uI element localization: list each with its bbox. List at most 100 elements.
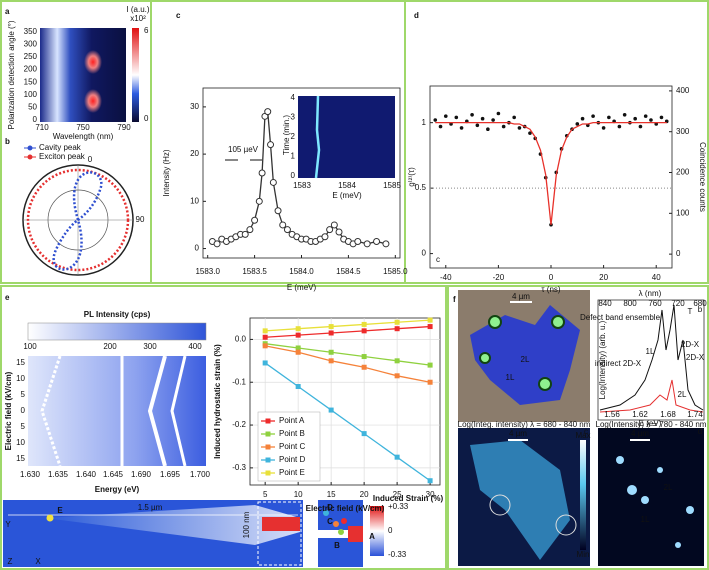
- device-e: [3, 500, 384, 567]
- emitter: [538, 377, 552, 391]
- series-line: [265, 345, 431, 383]
- x-tick-label: 1585.0: [383, 267, 408, 276]
- x-tick-label: -20: [493, 273, 505, 282]
- tick-label: 100: [23, 342, 37, 351]
- tick-label: 710: [35, 123, 49, 132]
- legend-label: Point A: [279, 416, 305, 425]
- y-tick-label: -0.2: [232, 420, 246, 429]
- angle-label: 0: [88, 155, 93, 164]
- marker: [328, 407, 334, 413]
- emitter: [641, 496, 649, 504]
- scale-label: 4 µm: [631, 429, 649, 438]
- y-tick-label: 0: [195, 244, 200, 253]
- annotation: 105 µeV: [228, 145, 259, 154]
- legend-marker: [265, 418, 271, 424]
- marker: [638, 124, 643, 129]
- series-line: [265, 319, 431, 332]
- peak-trace: [40, 355, 62, 467]
- scale-label: 1.5 µm: [138, 503, 163, 512]
- map-glow: [470, 440, 570, 560]
- tick-label: 1583: [293, 181, 311, 190]
- tick-label: 250: [24, 52, 38, 61]
- tick-label: 0: [144, 114, 149, 123]
- marker: [267, 141, 275, 149]
- y-tick-label: 0: [422, 249, 427, 258]
- marker: [394, 358, 400, 364]
- point-marker: [338, 529, 344, 535]
- panel-label: b: [5, 137, 10, 146]
- tick-label: 0: [291, 171, 296, 180]
- marker: [394, 319, 400, 325]
- colorbar: [580, 440, 586, 550]
- axis-label: Log(Intensity) (arb. u.): [598, 320, 607, 399]
- marker-ring: [489, 494, 511, 516]
- region-label: 2L: [521, 355, 530, 364]
- legend-marker: [265, 457, 271, 463]
- legend-marker: [265, 431, 271, 437]
- x-tick-label: 40: [652, 273, 661, 282]
- map-title: Log(Intensity) λ = 780 - 840 nm: [596, 420, 707, 429]
- x-tick-label: -40: [440, 273, 452, 282]
- legend-label: Point E: [279, 468, 305, 477]
- tick-label: 760: [648, 299, 662, 308]
- marker: [321, 233, 329, 241]
- panel-label: e: [5, 293, 10, 302]
- legend-label: Point D: [279, 455, 305, 464]
- marker: [528, 131, 532, 135]
- axis-label: Z: [8, 557, 13, 566]
- x-axis-label: E (meV): [287, 283, 317, 292]
- map-d: [598, 428, 704, 566]
- marker: [622, 113, 627, 117]
- tick-label: 15: [16, 454, 25, 463]
- heatmap: [40, 28, 126, 122]
- marker: [269, 178, 277, 186]
- marker: [326, 226, 334, 234]
- hot-spot: [84, 50, 102, 74]
- series-line: [435, 122, 667, 225]
- x-tick-label: 15: [327, 490, 336, 499]
- tick-label: 400: [188, 342, 202, 351]
- y2-tick-label: 100: [676, 208, 690, 217]
- strain-hot: [262, 517, 300, 531]
- marker: [394, 373, 400, 379]
- tick-label: 0: [388, 526, 393, 535]
- point-marker: [323, 510, 329, 516]
- annotation: 2L: [678, 390, 687, 399]
- tick-label: 100: [24, 90, 38, 99]
- axis-label: Polarization detection angle (°): [7, 20, 16, 129]
- marker: [262, 334, 268, 340]
- marker: [607, 115, 611, 120]
- marker: [354, 237, 362, 245]
- spectrum-2l: [599, 379, 704, 413]
- tick-label: 6: [144, 26, 149, 35]
- tick-label: 200: [103, 342, 117, 351]
- corner-label: d: [698, 427, 702, 436]
- heatmap-e: [27, 322, 207, 467]
- inset-c: [225, 95, 395, 179]
- panel-label: f: [453, 295, 456, 304]
- y-tick-label: 30: [190, 102, 199, 111]
- marker: [427, 362, 433, 368]
- point-label: A: [369, 532, 375, 541]
- angle-label: 90: [136, 215, 145, 224]
- axis-label: E (meV): [332, 191, 362, 200]
- y-tick-label: 0.0: [235, 335, 247, 344]
- x-tick-label: 1584.5: [336, 267, 361, 276]
- x-tick-label: 0: [549, 273, 554, 282]
- emitter: [488, 315, 502, 329]
- colorbar: [27, 322, 207, 341]
- heatmap-a: [40, 28, 139, 122]
- corner-label: b: [698, 305, 703, 314]
- tick-label: 350: [24, 27, 38, 36]
- legend-label: Cavity peak: [39, 143, 82, 152]
- tick-label: 1.695: [160, 470, 181, 479]
- legend-label: Exciton peak: [39, 152, 86, 161]
- tick-label: 790: [117, 123, 131, 132]
- emitter: [675, 542, 681, 548]
- marker: [512, 115, 516, 120]
- point-marker: [333, 521, 339, 527]
- border: [0, 285, 447, 570]
- y2-tick-label: 300: [676, 127, 690, 136]
- series-line: [265, 343, 431, 366]
